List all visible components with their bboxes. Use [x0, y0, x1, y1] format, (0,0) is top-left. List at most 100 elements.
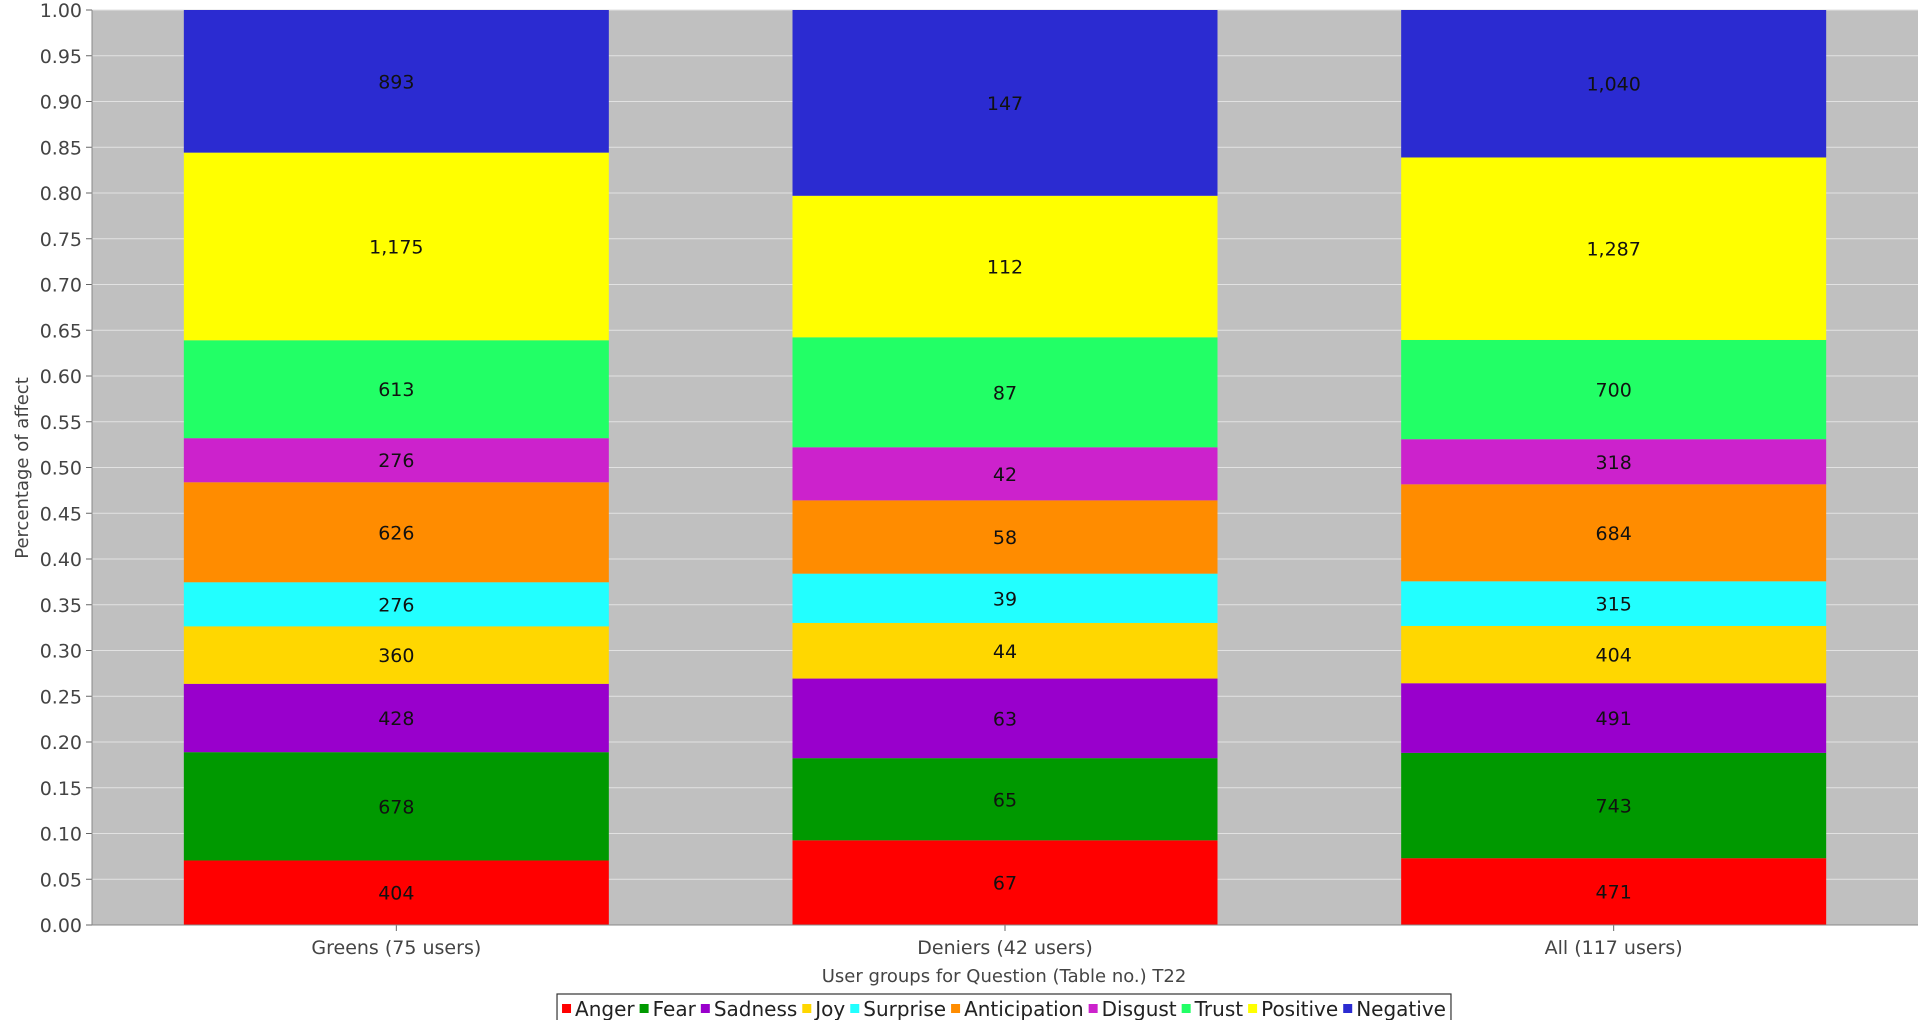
- data-label: 893: [378, 71, 414, 93]
- legend-label: Trust: [1194, 997, 1244, 1020]
- y-tick-label: 0.70: [40, 275, 82, 297]
- y-tick-label: 0.15: [40, 778, 82, 800]
- bar-segment-trust: [183, 340, 609, 439]
- y-tick-label: 0.65: [40, 320, 82, 342]
- data-label: 471: [1596, 882, 1632, 904]
- bar-segment-anticipation: [183, 482, 609, 583]
- y-tick-label: 0.30: [40, 641, 82, 663]
- data-label: 491: [1596, 708, 1632, 730]
- data-label: 276: [378, 594, 414, 616]
- data-label: 39: [993, 588, 1017, 610]
- y-tick-label: 0.55: [40, 412, 82, 434]
- legend-label: Joy: [813, 997, 845, 1020]
- bar-segment-positive: [1401, 157, 1827, 340]
- data-label: 65: [993, 789, 1017, 811]
- data-label: 44: [993, 641, 1017, 663]
- legend-label: Anger: [575, 997, 635, 1020]
- data-label: 315: [1596, 594, 1632, 616]
- y-tick-label: 0.50: [40, 458, 82, 480]
- bar-segment-joy: [792, 622, 1218, 679]
- bar-segment-negative: [183, 10, 609, 153]
- legend-swatch: [1088, 1004, 1098, 1013]
- data-label: 63: [993, 708, 1017, 730]
- bar-segment-trust: [792, 337, 1218, 448]
- bar-segment-negative: [792, 10, 1218, 196]
- legend: Anger Fear Sadness Joy Surprise Anticipation D…: [556, 993, 1452, 1020]
- bar-segment-trust: [1401, 339, 1827, 440]
- data-label: 428: [378, 708, 414, 730]
- y-tick-label: 0.75: [40, 229, 82, 251]
- data-label: 626: [378, 522, 414, 544]
- data-label: 1,287: [1586, 239, 1640, 261]
- y-tick-label: 0.85: [40, 137, 82, 159]
- legend-label: Positive: [1261, 997, 1338, 1020]
- y-tick-label: 0.80: [40, 183, 82, 205]
- data-label: 613: [378, 379, 414, 401]
- x-axis-title: User groups for Question (Table no.) T22: [822, 966, 1187, 987]
- data-label: 1,175: [369, 236, 423, 258]
- y-tick-label: 0.95: [40, 46, 82, 68]
- x-tick-label: Deniers (42 users): [917, 937, 1092, 959]
- bar-segment-surprise: [183, 582, 609, 627]
- bar-segment-disgust: [792, 447, 1218, 501]
- data-label: 67: [993, 873, 1017, 895]
- legend-label: Surprise: [863, 997, 946, 1020]
- legend-swatch: [1181, 1004, 1191, 1013]
- x-tick-label: All (117 users): [1545, 937, 1683, 959]
- bar-segment-anticipation: [1401, 484, 1827, 582]
- legend-swatch: [802, 1004, 812, 1013]
- legend-swatch: [1343, 1004, 1353, 1013]
- y-tick-label: 0.00: [40, 915, 82, 937]
- data-label: 318: [1596, 452, 1632, 474]
- legend-label: Sadness: [714, 997, 797, 1020]
- x-tick-label: Greens (75 users): [311, 937, 481, 959]
- data-label: 87: [993, 382, 1017, 404]
- bar-segment-fear: [792, 758, 1218, 841]
- legend-swatch: [951, 1004, 961, 1013]
- bar-segment-anger: [183, 860, 609, 925]
- bar-segment-disgust: [183, 438, 609, 483]
- data-label: 112: [987, 257, 1023, 279]
- legend-swatch: [562, 1004, 572, 1013]
- data-label: 404: [378, 883, 414, 905]
- legend-swatch: [1248, 1004, 1258, 1013]
- bar-segment-anger: [1401, 858, 1827, 925]
- bar-segment-anticipation: [792, 500, 1218, 574]
- legend-swatch: [850, 1004, 860, 1013]
- y-axis-title: Percentage of affect: [12, 377, 33, 559]
- data-label: 1,040: [1586, 74, 1640, 96]
- data-label: 42: [993, 464, 1017, 486]
- y-tick-label: 1.00: [40, 0, 82, 22]
- data-label: 700: [1596, 380, 1632, 402]
- data-label: 678: [378, 796, 414, 818]
- bar-segment-positive: [183, 152, 609, 341]
- bar-segment-disgust: [1401, 439, 1827, 485]
- bar-segment-surprise: [1401, 581, 1827, 626]
- legend-swatch: [639, 1004, 649, 1013]
- bar-segment-anger: [792, 840, 1218, 925]
- bar-segment-surprise: [792, 573, 1218, 623]
- y-tick-label: 0.05: [40, 869, 82, 891]
- data-label: 743: [1596, 796, 1632, 818]
- y-tick-label: 0.10: [40, 824, 82, 846]
- bar-segment-fear: [1401, 752, 1827, 859]
- data-label: 147: [987, 93, 1023, 115]
- bar-segment-negative: [1401, 10, 1827, 158]
- legend-label: Fear: [653, 997, 697, 1020]
- legend-label: Negative: [1356, 997, 1446, 1020]
- data-label: 684: [1596, 523, 1632, 545]
- legend-label: Disgust: [1102, 997, 1177, 1020]
- bar-segment-joy: [183, 626, 609, 684]
- legend-label: Anticipation: [964, 997, 1084, 1020]
- bar-segment-sadness: [183, 683, 609, 753]
- bar-segment-fear: [183, 752, 609, 861]
- bar-segment-sadness: [792, 678, 1218, 759]
- bar-segment-positive: [792, 195, 1218, 338]
- y-tick-label: 0.60: [40, 366, 82, 388]
- y-tick-label: 0.20: [40, 732, 82, 754]
- y-tick-label: 0.25: [40, 686, 82, 708]
- data-label: 276: [378, 450, 414, 472]
- data-label: 404: [1596, 645, 1632, 667]
